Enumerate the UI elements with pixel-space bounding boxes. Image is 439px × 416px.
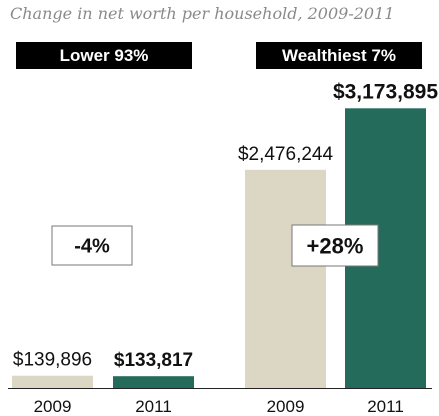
x-tick-label-wealthiest-2011: 2011 [367, 397, 404, 416]
chart-title: Change in net worth per household, 2009-… [10, 4, 395, 23]
change-box-wealthiest [291, 224, 379, 267]
data-label-wealthiest-2009: $2,476,244 [238, 144, 334, 165]
x-tick-label-lower-2009: 2009 [34, 397, 72, 416]
change-box-lower [51, 225, 133, 266]
data-label-lower-2011: $133,817 [114, 350, 193, 371]
group-label-lower: Lower 93% [16, 42, 192, 69]
bar-lower-2011 [113, 376, 194, 388]
group-label-wealthiest: Wealthiest 7% [256, 42, 422, 69]
bar-lower-2009 [12, 375, 93, 388]
x-tick-label-wealthiest-2009: 2009 [267, 397, 305, 416]
x-tick-label-lower-2011: 2011 [135, 397, 172, 416]
data-label-wealthiest-2011: $3,173,895 [333, 80, 438, 103]
data-label-lower-2009: $139,896 [13, 350, 92, 371]
change-label-lower: -4% [74, 236, 110, 258]
bar-wealthiest-2009 [245, 169, 326, 388]
change-label-wealthiest: +28% [307, 234, 364, 259]
